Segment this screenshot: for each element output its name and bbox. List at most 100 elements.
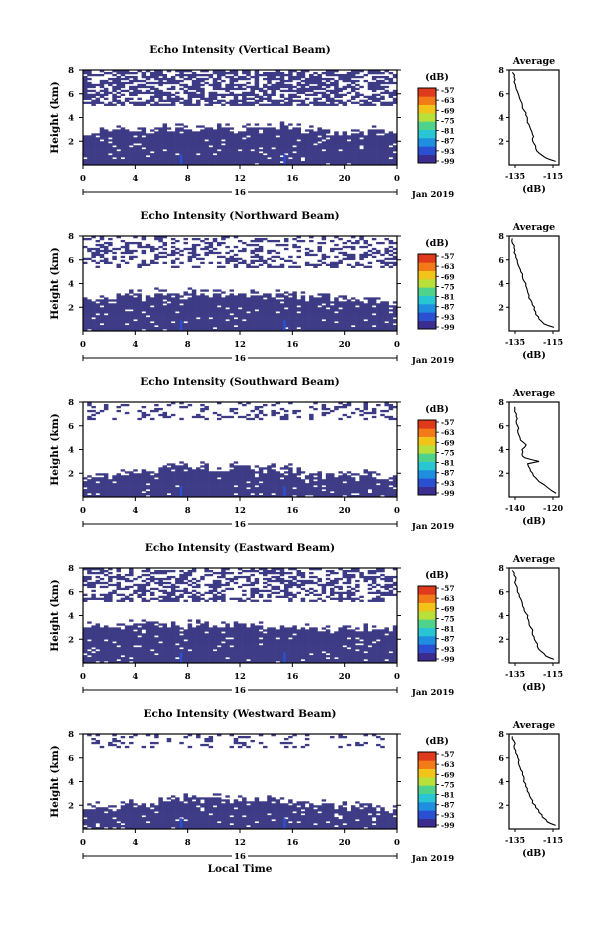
echo-cell — [99, 236, 105, 239]
echo-cell — [271, 409, 276, 413]
echo-cell — [279, 325, 285, 328]
echo-cell — [87, 249, 92, 253]
echo-cell — [124, 481, 130, 484]
echo-cell — [246, 77, 251, 81]
echo-cell — [317, 143, 322, 146]
echo-cell — [338, 101, 343, 104]
echo-cell — [279, 125, 285, 128]
echo-cell — [376, 93, 381, 97]
echo-cell — [91, 139, 96, 142]
echo-cell — [120, 479, 126, 482]
echo-cell — [296, 487, 302, 490]
echo-cell — [99, 491, 105, 494]
echo-cell — [359, 483, 364, 486]
echo-cell — [87, 483, 92, 486]
echo-cell — [392, 313, 398, 316]
echo-cell — [367, 261, 373, 265]
echo-cell — [91, 95, 96, 99]
echo-cell — [149, 73, 155, 77]
echo-cell — [242, 155, 247, 158]
echo-cell — [334, 83, 339, 87]
echo-cell — [246, 70, 251, 73]
echo-cell — [275, 99, 281, 102]
echo-cell — [221, 325, 226, 328]
echo-cell — [191, 251, 197, 255]
echo-cell — [342, 77, 348, 81]
echo-cell — [384, 313, 389, 316]
echo-cell — [275, 239, 281, 243]
echo-cell — [141, 245, 147, 249]
echo-cell — [216, 145, 222, 148]
echo-cell — [129, 487, 134, 490]
echo-cell — [367, 311, 373, 314]
echo-cell — [288, 307, 293, 310]
echo-cell — [346, 85, 352, 89]
colorbar-swatch — [418, 254, 436, 263]
echo-cell — [95, 149, 101, 152]
echo-cell — [233, 73, 239, 77]
echo-cell — [154, 143, 159, 146]
echo-cell — [204, 305, 209, 308]
echo-cell — [137, 127, 142, 130]
echo-cell — [129, 297, 134, 300]
echo-cell — [95, 479, 101, 482]
echo-cell — [309, 101, 314, 104]
echo-cell — [313, 145, 318, 148]
echo-cell — [108, 299, 113, 302]
echo-cell — [129, 305, 134, 308]
echo-cell — [87, 303, 92, 306]
echo-cell — [154, 75, 159, 79]
echo-cell — [292, 161, 297, 164]
echo-cell — [116, 315, 121, 318]
echo-cell — [216, 261, 222, 265]
echo-cell — [304, 315, 310, 318]
echo-cell — [258, 473, 264, 476]
echo-cell — [179, 261, 184, 265]
echo-cell — [129, 325, 134, 328]
echo-cell — [141, 161, 147, 164]
echo-cell — [221, 157, 226, 160]
echo-cell — [112, 77, 117, 81]
echo-cell — [112, 151, 117, 154]
echo-cell — [229, 87, 235, 91]
echo-cell — [229, 469, 235, 472]
echo-cell — [363, 143, 368, 146]
echo-cell — [183, 129, 188, 132]
echo-cell — [367, 147, 373, 150]
echo-cell — [363, 241, 368, 245]
echo-cell — [296, 239, 302, 243]
echo-cell — [330, 89, 335, 93]
echo-cell — [166, 323, 172, 326]
echo-cell — [237, 93, 243, 97]
echo-cell — [187, 141, 193, 144]
echo-cell — [154, 329, 159, 332]
echo-cell — [225, 483, 230, 486]
echo-cell — [183, 467, 188, 470]
echo-cell — [154, 73, 159, 77]
echo-cell — [292, 237, 297, 241]
echo-cell — [350, 301, 356, 304]
echo-cell — [321, 159, 327, 162]
echo-cell — [91, 489, 96, 492]
strong-echo-cell — [179, 320, 183, 331]
echo-cell — [108, 319, 113, 322]
echo-cell — [204, 467, 209, 470]
echo-cell — [137, 147, 142, 150]
echo-cell — [200, 257, 205, 261]
echo-cell — [133, 91, 138, 95]
echo-cell — [300, 329, 306, 332]
colorbar-swatch — [418, 312, 436, 321]
echo-cell — [254, 161, 260, 164]
echo-cell — [359, 159, 364, 162]
echo-cell — [162, 73, 168, 77]
echo-cell — [162, 413, 168, 417]
echo-cell — [183, 103, 188, 106]
echo-cell — [221, 491, 226, 494]
echo-cell — [380, 413, 385, 417]
echo-cell — [204, 151, 209, 154]
echo-cell — [196, 493, 201, 496]
echo-cell — [129, 81, 134, 85]
echo-cell — [267, 85, 272, 89]
echo-cell — [355, 145, 360, 148]
echo-cell — [367, 309, 373, 312]
